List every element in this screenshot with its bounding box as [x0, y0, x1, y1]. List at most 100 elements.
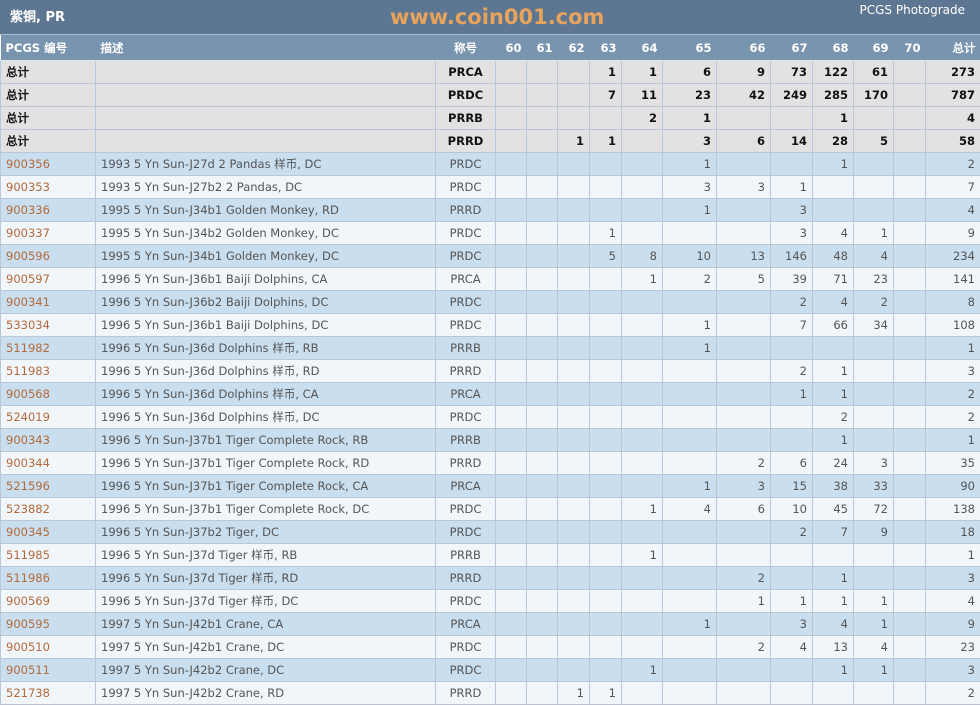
grade-count-cell [495, 543, 527, 567]
grade-count-cell [662, 221, 717, 245]
total-cell: 1 [925, 428, 980, 452]
total-cell: 108 [925, 313, 980, 337]
grade-count-cell [526, 474, 558, 498]
grade-count-cell [893, 635, 926, 659]
description-cell: 1995 5 Yn Sun-J34b1 Golden Monkey, RD [95, 198, 436, 222]
grade-count-cell: 11 [621, 83, 663, 107]
grade-count-cell [770, 428, 813, 452]
grade-count-cell [589, 520, 622, 544]
grade-count-cell [589, 589, 622, 613]
pcgs-number-link[interactable]: 900337 [6, 226, 50, 240]
pcgs-number-link[interactable]: 511982 [6, 341, 50, 355]
pcgs-number-link[interactable]: 900569 [6, 594, 50, 608]
pcgs-number-link[interactable]: 511983 [6, 364, 50, 378]
column-header: 64 [621, 35, 663, 61]
designation-cell: PRDC [435, 152, 496, 176]
grade-count-cell [621, 175, 663, 199]
pcgs-number-link[interactable]: 524019 [6, 410, 50, 424]
pcgs-number-link[interactable]: 900595 [6, 617, 50, 631]
population-table: PCGS 编号 描述 称号 60 61 62 63 64 65 66 67 68 69 70 总计 总计 PR… [0, 35, 980, 705]
total-cell: 273 [925, 60, 980, 84]
pcgs-number-link[interactable]: 523882 [6, 502, 50, 516]
grade-count-cell [495, 451, 527, 475]
grade-count-cell [495, 681, 527, 705]
designation-cell: PRDC [435, 405, 496, 429]
grade-count-cell [662, 658, 717, 682]
total-cell: 2 [925, 382, 980, 406]
grade-count-cell [893, 382, 926, 406]
grade-count-cell [557, 60, 590, 84]
designation-cell: PRDC [435, 313, 496, 337]
designation-cell: PRCA [435, 60, 496, 84]
grade-count-cell [526, 382, 558, 406]
grade-count-cell: 1 [853, 612, 894, 636]
grade-count-cell: 42 [716, 83, 771, 107]
grade-count-cell [893, 405, 926, 429]
designation-cell: PRCA [435, 382, 496, 406]
column-header: 63 [589, 35, 622, 61]
pcgs-number-link[interactable]: 521738 [6, 686, 50, 700]
photograde-link[interactable]: PCGS Photograde [859, 3, 965, 17]
table-row: 511983 1996 5 Yn Sun-J36d Dolphins 样币, RD… [0, 359, 980, 383]
pcgs-number-link[interactable]: 511986 [6, 571, 50, 585]
grade-count-cell [893, 543, 926, 567]
designation-cell: PRDC [435, 175, 496, 199]
description-cell: 1996 5 Yn Sun-J36b2 Baiji Dolphins, DC [95, 290, 436, 314]
description-cell: 1996 5 Yn Sun-J37b1 Tiger Complete Rock,… [95, 451, 436, 475]
grade-count-cell: 45 [812, 497, 854, 521]
grade-count-cell: 15 [770, 474, 813, 498]
grade-count-cell [812, 336, 854, 360]
pcgs-number-link[interactable]: 900596 [6, 249, 50, 263]
grade-count-cell [557, 520, 590, 544]
grade-count-cell [526, 175, 558, 199]
total-cell: 18 [925, 520, 980, 544]
pcgs-number-link[interactable]: 900343 [6, 433, 50, 447]
column-header: 66 [716, 35, 771, 61]
total-cell: 1 [925, 543, 980, 567]
pcgs-number-link[interactable]: 900511 [6, 663, 50, 677]
grade-count-cell [770, 566, 813, 590]
grade-count-cell: 13 [812, 635, 854, 659]
pcgs-number-link[interactable]: 900344 [6, 456, 50, 470]
pcgs-number-link[interactable]: 521596 [6, 479, 50, 493]
column-header: 68 [812, 35, 854, 61]
grade-count-cell [621, 428, 663, 452]
section-title: 紫铜, PR [10, 10, 66, 25]
pcgs-number-link[interactable]: 900568 [6, 387, 50, 401]
pcgs-number-link[interactable]: 900510 [6, 640, 50, 654]
grade-count-cell [893, 658, 926, 682]
pcgs-number-link[interactable]: 533034 [6, 318, 50, 332]
grade-count-cell [495, 589, 527, 613]
grade-count-cell: 1 [621, 267, 663, 291]
pcgs-number-link[interactable]: 900353 [6, 180, 50, 194]
grade-count-cell [495, 129, 527, 153]
grade-count-cell [526, 405, 558, 429]
pcgs-number-cell: 533034 [0, 313, 96, 337]
grade-count-cell: 2 [770, 359, 813, 383]
total-cell: 787 [925, 83, 980, 107]
designation-cell: PRDC [435, 589, 496, 613]
pcgs-number-link[interactable]: 900597 [6, 272, 50, 286]
grade-count-cell [557, 267, 590, 291]
pcgs-number-link[interactable]: 900345 [6, 525, 50, 539]
grade-count-cell [495, 497, 527, 521]
grade-count-cell: 1 [812, 428, 854, 452]
pcgs-number-link[interactable]: 900356 [6, 157, 50, 171]
pcgs-number-cell: 900336 [0, 198, 96, 222]
pcgs-number-link[interactable]: 900336 [6, 203, 50, 217]
grade-count-cell [526, 60, 558, 84]
grade-count-cell: 2 [716, 635, 771, 659]
pcgs-number-link[interactable]: 900341 [6, 295, 50, 309]
description-cell: 1996 5 Yn Sun-J36d Dolphins 样币, CA [95, 382, 436, 406]
table-row: 900344 1996 5 Yn Sun-J37b1 Tiger Complete… [0, 451, 980, 475]
designation-cell: PRRB [435, 106, 496, 130]
grade-count-cell: 1 [589, 129, 622, 153]
pcgs-number-link[interactable]: 511985 [6, 548, 50, 562]
column-header: 称号 [435, 35, 496, 61]
table-row: 900511 1997 5 Yn Sun-J42b2 Crane, DC PRDC 1… [0, 658, 980, 682]
grade-count-cell [589, 405, 622, 429]
description-cell: 1996 5 Yn Sun-J37b1 Tiger Complete Rock,… [95, 497, 436, 521]
grade-count-cell: 285 [812, 83, 854, 107]
grade-count-cell [893, 359, 926, 383]
grade-count-cell [893, 244, 926, 268]
